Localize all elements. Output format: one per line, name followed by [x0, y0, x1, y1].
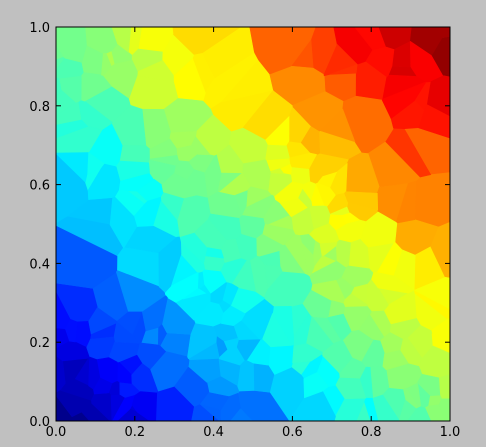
voronoi-cells [56, 27, 450, 421]
voronoi-cell [303, 371, 329, 399]
voronoi-cell [289, 106, 311, 144]
voronoi-cell [218, 358, 241, 386]
voronoi-cell [172, 27, 242, 55]
voronoi-cell [279, 244, 306, 274]
voronoi-cell [182, 288, 207, 300]
voronoi-cell [262, 312, 292, 348]
voronoi-cell [220, 59, 274, 103]
voronoi-cell [202, 27, 255, 79]
voronoi-cell [292, 343, 323, 363]
y-axis-tick-labels: 0.0 0.2 0.4 0.6 0.8 1.0 [29, 21, 50, 430]
x-tick-label: 0.0 [46, 425, 67, 440]
voronoi-cell [149, 155, 179, 166]
voronoi-cell [56, 27, 87, 63]
voronoi-cell [319, 108, 356, 143]
voronoi-cell [56, 328, 70, 349]
voronoi-cell [323, 246, 337, 262]
voronoi-cell [90, 323, 117, 340]
voronoi-cell [131, 391, 158, 421]
voronoi-cell [158, 236, 182, 293]
voronoi-cell [356, 402, 371, 421]
voronoi-cell [200, 392, 230, 411]
voronoi-cell [141, 295, 168, 332]
voronoi-cell [88, 307, 118, 336]
voronoi-cell [328, 300, 345, 318]
voronoi-cell [418, 383, 431, 408]
y-tick-label: 0.6 [29, 179, 50, 194]
voronoi-cell [410, 27, 443, 56]
plot-frame [55, 26, 451, 422]
voronoi-cell [101, 53, 112, 77]
voronoi-cell [414, 172, 450, 228]
voronoi-cell [234, 190, 248, 216]
x-tick-label: 0.6 [282, 425, 303, 440]
voronoi-cell [298, 188, 313, 208]
voronoi-cell [56, 119, 89, 139]
voronoi-cell [381, 81, 427, 120]
voronoi-cell [290, 166, 311, 185]
y-tick-label: 1.0 [29, 21, 50, 36]
y-tick-label: 0.8 [29, 100, 50, 115]
y-tick-label: 0.0 [29, 415, 50, 430]
voronoi-cell [335, 377, 367, 400]
voronoi-cell [413, 276, 450, 310]
voronoi-cell [418, 345, 450, 378]
voronoi-cell [235, 233, 257, 261]
x-tick-label: 0.4 [203, 425, 224, 440]
voronoi-cell [242, 194, 276, 219]
voronoi-cell [344, 191, 379, 211]
axis-ticks [55, 26, 451, 422]
voronoi-cell [242, 159, 271, 191]
x-tick-label: 0.2 [124, 425, 145, 440]
voronoi-cell [342, 95, 394, 154]
voronoi-cell [111, 27, 132, 53]
voronoi-cell [222, 282, 239, 306]
voronoi-cell [341, 212, 361, 224]
voronoi-cell [109, 196, 138, 249]
voronoi-cell [205, 247, 225, 259]
voronoi-cell [265, 144, 291, 161]
voronoi-cell [289, 152, 318, 170]
voronoi-cell [136, 342, 166, 370]
voronoi-cell [191, 404, 220, 421]
voronoi-cell [207, 191, 242, 218]
voronoi-cell [202, 269, 227, 294]
x-axis-tick-labels: 0.0 0.2 0.4 0.6 0.8 1.0 [46, 425, 461, 440]
voronoi-cell [138, 27, 174, 52]
voronoi-cell [56, 90, 76, 117]
x-tick-label: 1.0 [440, 425, 461, 440]
voronoi-cell [56, 152, 89, 183]
voronoi-cell [315, 182, 336, 207]
voronoi-cell [116, 311, 143, 335]
voronoi-cell [377, 241, 403, 276]
voronoi-cell [221, 305, 246, 327]
voronoi-cell [417, 104, 450, 139]
voronoi-cell [191, 136, 211, 156]
voronoi-cell [230, 408, 253, 421]
voronoi-cell [88, 356, 101, 390]
voronoi-cell [119, 145, 151, 164]
voronoi-cell [438, 398, 450, 421]
voronoi-cell [329, 63, 358, 75]
x-tick-label: 0.8 [361, 425, 382, 440]
y-tick-label: 0.4 [29, 257, 50, 272]
voronoi-cell [187, 323, 217, 360]
y-tick-label: 0.2 [29, 336, 50, 351]
voronoi-cell [136, 60, 174, 82]
voronoi-cell [342, 329, 374, 362]
voronoi-cell [438, 373, 450, 400]
voronoi-cell [110, 394, 126, 421]
voronoi-cell [372, 394, 400, 421]
voronoi-cell [434, 27, 450, 39]
